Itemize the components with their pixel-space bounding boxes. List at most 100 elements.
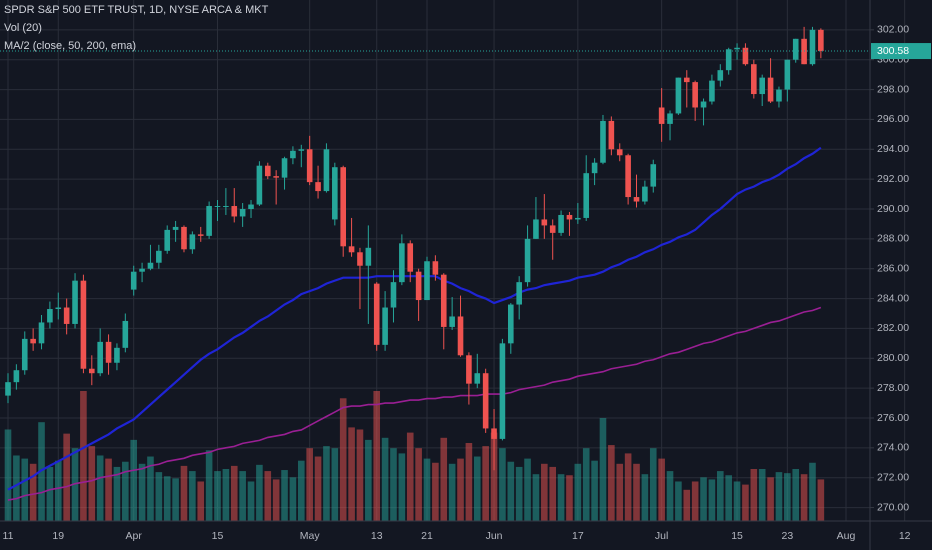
- candle-body: [315, 182, 321, 192]
- y-tick-label: 284.00: [877, 292, 909, 304]
- y-tick-label: 282.00: [877, 322, 909, 334]
- volume-bar: [432, 462, 439, 521]
- volume-bar: [63, 433, 70, 521]
- candle-body: [784, 59, 791, 90]
- volume-bar: [767, 477, 774, 521]
- volume-bar: [549, 466, 556, 521]
- candle-body: [139, 268, 145, 272]
- volume-bar: [13, 455, 20, 521]
- x-tick-label: 21: [421, 530, 433, 542]
- indicator-label: Vol (20): [4, 22, 42, 34]
- volume-bar: [247, 481, 255, 521]
- volume-bar: [29, 463, 37, 521]
- volume-bar: [21, 458, 29, 521]
- candle-body: [248, 204, 254, 209]
- candle-body: [675, 77, 682, 114]
- volume-bar: [214, 471, 221, 521]
- volume-bar: [138, 463, 146, 521]
- candle-body: [432, 261, 439, 275]
- candle-body: [30, 338, 36, 344]
- y-tick-label: 298.00: [877, 83, 909, 95]
- volume-bar: [507, 461, 515, 521]
- candle-body: [214, 206, 221, 208]
- candle-body: [231, 206, 238, 217]
- candle-body: [616, 149, 623, 156]
- volume-bar: [473, 456, 481, 521]
- y-tick-label: 288.00: [877, 233, 909, 245]
- volume-bar: [331, 448, 339, 521]
- y-tick-label: 294.00: [877, 143, 909, 155]
- volume-bar: [784, 473, 791, 521]
- volume-bar: [88, 446, 96, 521]
- volume-bar: [608, 445, 615, 521]
- candle-body: [759, 77, 765, 95]
- volume-bar: [239, 471, 246, 521]
- candle-body: [407, 243, 414, 272]
- volume-bar: [683, 489, 691, 521]
- x-tick-label: 11: [3, 530, 14, 542]
- volume-bar: [71, 448, 79, 521]
- volume-bar: [398, 453, 406, 521]
- candle-body: [608, 120, 615, 150]
- volume-bar: [365, 439, 372, 521]
- volume-bar: [566, 475, 573, 521]
- y-tick-label: 286.00: [877, 262, 909, 274]
- volume-bar: [541, 463, 548, 521]
- volume-bar: [314, 456, 322, 521]
- candle-body: [147, 262, 154, 269]
- volume-bar: [465, 443, 473, 521]
- candle-body: [130, 271, 137, 290]
- volume-bar: [490, 432, 498, 521]
- candle-body: [13, 370, 20, 383]
- volume-bar: [298, 460, 305, 521]
- volume-bar: [616, 463, 624, 521]
- volume-bar: [272, 479, 280, 521]
- candle-body: [105, 341, 112, 363]
- x-tick-label: 13: [371, 530, 383, 542]
- volume-bar: [180, 465, 188, 521]
- volume-bar: [658, 458, 665, 521]
- axes: 270.00 272.00 274.00 276.00 278.00 280.00 282.…: [0, 24, 931, 542]
- volume-bar: [457, 458, 464, 521]
- volume-bar: [281, 470, 288, 521]
- volume-bar: [163, 476, 171, 521]
- moving-average-line: [7, 146, 822, 491]
- candle-body: [89, 368, 95, 374]
- x-tick-label: 19: [52, 530, 64, 542]
- volume-bar: [46, 466, 54, 521]
- candle-body: [709, 80, 715, 102]
- candle-body: [524, 238, 531, 283]
- volume-bar: [230, 465, 238, 521]
- volume-bar: [742, 484, 749, 521]
- last-price-label: 300.58: [877, 45, 909, 57]
- candle-body: [306, 149, 313, 183]
- candle-body: [742, 47, 749, 65]
- y-tick-label: 270.00: [877, 501, 909, 513]
- volume-bar: [222, 469, 230, 521]
- indicator-label: MA/2 (close, 50, 200, ema): [4, 40, 136, 52]
- volume-bar: [38, 422, 45, 521]
- volume-bar: [557, 474, 565, 521]
- volume-bar: [532, 474, 540, 521]
- volume-bar: [356, 429, 364, 521]
- candle-body: [650, 164, 657, 187]
- y-tick-label: 278.00: [877, 382, 909, 394]
- candle-body: [97, 341, 103, 374]
- candle-body: [281, 158, 288, 178]
- candle-body: [63, 307, 70, 324]
- candle-body: [625, 155, 631, 198]
- candle-body: [189, 234, 196, 250]
- candle-body: [373, 283, 380, 345]
- volume-pane: [4, 391, 825, 521]
- volume-bar: [205, 450, 213, 521]
- candle-body: [72, 280, 78, 324]
- volume-bar: [717, 471, 724, 521]
- candle-body: [47, 309, 53, 323]
- volume-bar: [189, 471, 196, 521]
- candle-body: [365, 247, 372, 266]
- volume-bar: [574, 463, 582, 521]
- x-tick-label: Aug: [837, 530, 856, 542]
- candle-body: [290, 150, 296, 159]
- candle-body: [357, 252, 363, 266]
